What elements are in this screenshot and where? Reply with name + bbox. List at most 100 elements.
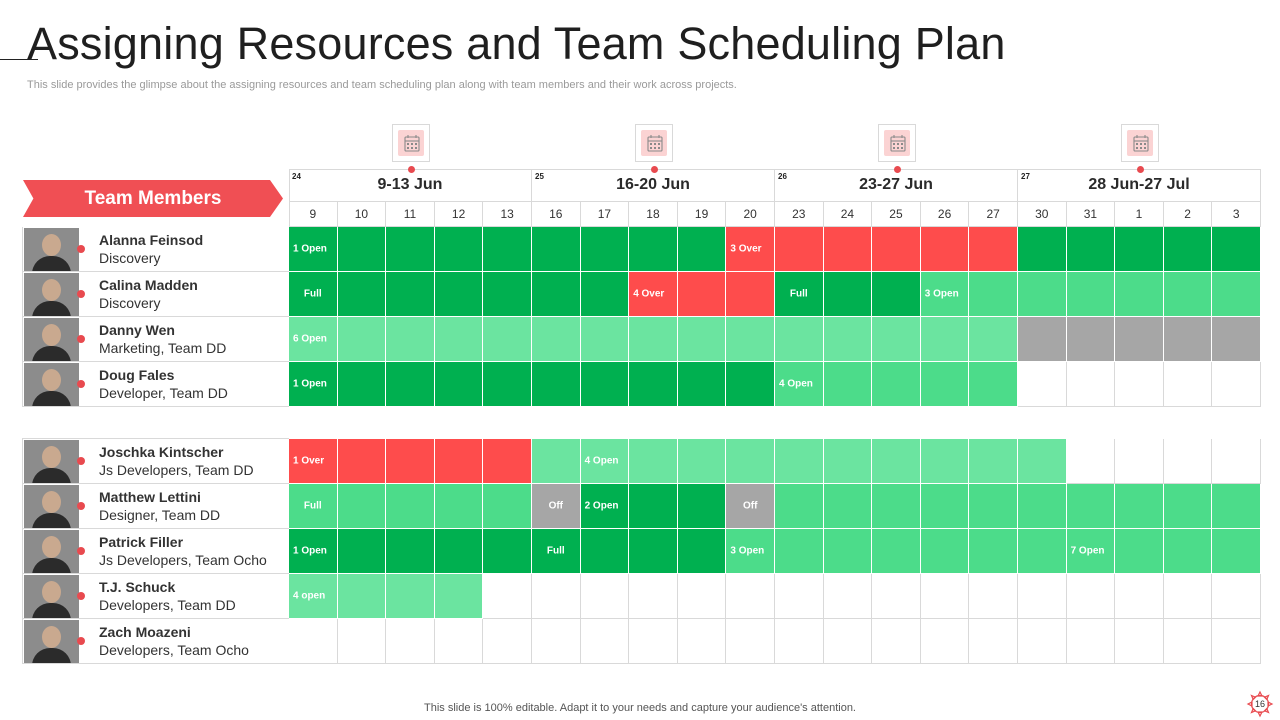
schedule-cell[interactable]: 2 Open	[580, 484, 630, 529]
schedule-cell[interactable]	[289, 619, 338, 664]
schedule-cell[interactable]: 1 Open	[289, 529, 338, 574]
schedule-cell[interactable]	[629, 484, 678, 529]
schedule-cell[interactable]	[1163, 362, 1213, 407]
schedule-cell[interactable]	[629, 439, 678, 484]
schedule-cell[interactable]	[969, 272, 1018, 317]
schedule-cell[interactable]	[629, 317, 678, 362]
schedule-cell[interactable]	[969, 317, 1018, 362]
schedule-cell[interactable]	[1115, 529, 1164, 574]
schedule-cell[interactable]	[823, 317, 873, 362]
schedule-cell[interactable]	[920, 362, 970, 407]
schedule-cell[interactable]	[677, 272, 727, 317]
schedule-cell[interactable]: 4 open	[289, 574, 338, 619]
schedule-cell[interactable]	[483, 272, 532, 317]
schedule-cell[interactable]: 1 Open	[289, 227, 338, 272]
schedule-cell[interactable]	[629, 362, 678, 407]
schedule-cell[interactable]	[1212, 317, 1261, 362]
schedule-cell[interactable]	[532, 317, 581, 362]
schedule-cell[interactable]	[1212, 619, 1261, 664]
schedule-cell[interactable]	[920, 529, 970, 574]
schedule-cell[interactable]	[1212, 362, 1261, 407]
schedule-cell[interactable]	[434, 272, 484, 317]
schedule-cell[interactable]	[1018, 574, 1067, 619]
schedule-cell[interactable]	[337, 484, 387, 529]
schedule-cell[interactable]	[920, 574, 970, 619]
schedule-cell[interactable]	[969, 439, 1018, 484]
schedule-cell[interactable]	[337, 272, 387, 317]
schedule-cell[interactable]	[434, 439, 484, 484]
schedule-cell[interactable]	[1163, 439, 1213, 484]
schedule-cell[interactable]	[434, 619, 484, 664]
schedule-cell[interactable]	[629, 574, 678, 619]
schedule-cell[interactable]	[920, 227, 970, 272]
schedule-cell[interactable]	[1212, 529, 1261, 574]
schedule-cell[interactable]	[1018, 439, 1067, 484]
member-row[interactable]: Matthew Lettini Designer, Team DD	[22, 484, 289, 529]
schedule-cell[interactable]	[386, 529, 435, 574]
schedule-cell[interactable]	[677, 529, 727, 574]
schedule-cell[interactable]	[434, 574, 484, 619]
schedule-cell[interactable]	[337, 317, 387, 362]
schedule-cell[interactable]: 3 Open	[726, 529, 775, 574]
member-row[interactable]: Joschka Kintscher Js Developers, Team DD	[22, 439, 289, 484]
schedule-cell[interactable]	[386, 574, 435, 619]
schedule-cell[interactable]	[1066, 227, 1116, 272]
schedule-cell[interactable]	[1066, 484, 1116, 529]
schedule-cell[interactable]	[726, 439, 775, 484]
schedule-cell[interactable]	[1163, 529, 1213, 574]
schedule-cell[interactable]	[1163, 272, 1213, 317]
schedule-cell[interactable]	[337, 439, 387, 484]
schedule-cell[interactable]	[386, 317, 435, 362]
schedule-cell[interactable]	[1115, 619, 1164, 664]
schedule-cell[interactable]	[1066, 317, 1116, 362]
schedule-cell[interactable]	[1115, 272, 1164, 317]
schedule-cell[interactable]	[1115, 317, 1164, 362]
schedule-cell[interactable]	[775, 619, 824, 664]
schedule-cell[interactable]	[1212, 227, 1261, 272]
schedule-cell[interactable]: 1 Over	[289, 439, 338, 484]
schedule-cell[interactable]	[1115, 362, 1164, 407]
member-row[interactable]: Calina Madden Discovery	[22, 272, 289, 317]
schedule-cell[interactable]	[1212, 272, 1261, 317]
schedule-cell[interactable]	[1066, 619, 1116, 664]
schedule-cell[interactable]	[823, 227, 873, 272]
schedule-cell[interactable]	[337, 574, 387, 619]
schedule-cell[interactable]	[823, 574, 873, 619]
schedule-cell[interactable]	[677, 317, 727, 362]
schedule-cell[interactable]	[337, 227, 387, 272]
schedule-cell[interactable]	[969, 529, 1018, 574]
schedule-cell[interactable]	[726, 619, 775, 664]
schedule-cell[interactable]	[823, 619, 873, 664]
schedule-cell[interactable]	[1018, 362, 1067, 407]
schedule-cell[interactable]	[920, 619, 970, 664]
schedule-cell[interactable]	[1018, 272, 1067, 317]
schedule-cell[interactable]	[872, 362, 921, 407]
schedule-cell[interactable]	[823, 439, 873, 484]
schedule-cell[interactable]	[1066, 574, 1116, 619]
schedule-cell[interactable]	[677, 574, 727, 619]
schedule-cell[interactable]	[726, 272, 775, 317]
schedule-cell[interactable]	[726, 574, 775, 619]
schedule-cell[interactable]	[872, 484, 921, 529]
schedule-cell[interactable]	[1018, 484, 1067, 529]
schedule-cell[interactable]	[580, 317, 630, 362]
schedule-cell[interactable]	[434, 317, 484, 362]
schedule-cell[interactable]: Off	[532, 484, 581, 529]
schedule-cell[interactable]	[434, 227, 484, 272]
schedule-cell[interactable]	[775, 529, 824, 574]
schedule-cell[interactable]	[1066, 439, 1116, 484]
schedule-cell[interactable]	[386, 484, 435, 529]
schedule-cell[interactable]	[775, 227, 824, 272]
schedule-cell[interactable]	[872, 317, 921, 362]
schedule-cell[interactable]	[969, 484, 1018, 529]
schedule-cell[interactable]	[969, 227, 1018, 272]
schedule-cell[interactable]	[483, 484, 532, 529]
schedule-cell[interactable]	[386, 272, 435, 317]
member-row[interactable]: Zach Moazeni Developers, Team Ocho	[22, 619, 289, 664]
schedule-cell[interactable]: 4 Open	[580, 439, 630, 484]
schedule-cell[interactable]	[629, 619, 678, 664]
schedule-cell[interactable]	[580, 272, 630, 317]
schedule-cell[interactable]	[1018, 317, 1067, 362]
schedule-cell[interactable]	[969, 619, 1018, 664]
schedule-cell[interactable]	[969, 574, 1018, 619]
